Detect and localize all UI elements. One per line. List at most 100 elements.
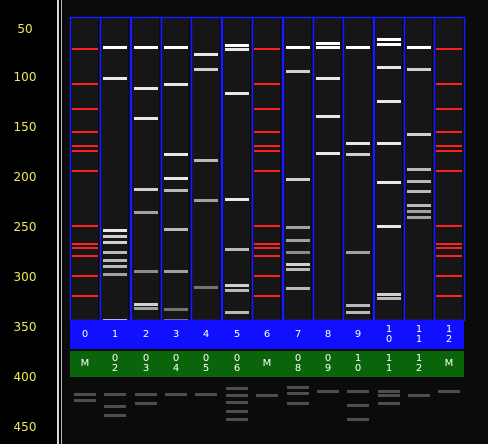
lane-smear <box>224 17 250 320</box>
marker-band <box>254 150 280 152</box>
marker-band <box>436 108 462 110</box>
marker-band <box>254 255 280 257</box>
lane-number-label: 6 <box>263 328 271 340</box>
dna-band <box>194 68 218 71</box>
marker-band <box>72 275 98 277</box>
dna-band <box>377 293 401 296</box>
marker-band <box>436 225 462 227</box>
faint-band <box>226 394 248 397</box>
faint-band <box>256 394 278 397</box>
faint-band <box>135 402 157 405</box>
ruler-line <box>57 0 59 444</box>
dna-band <box>103 235 127 238</box>
lane-sample-label: 0 9 <box>324 353 332 374</box>
lane-number-label: 1 1 <box>415 323 423 345</box>
lane-sample-label: 0 5 <box>202 353 210 374</box>
lane-smear <box>193 17 219 320</box>
marker-band <box>72 131 98 133</box>
dna-band <box>225 311 249 314</box>
marker-band <box>436 295 462 297</box>
dna-band <box>346 142 370 145</box>
dna-band <box>377 43 401 46</box>
dna-band <box>346 304 370 307</box>
lane-sample-label: 1 1 <box>385 353 393 374</box>
dna-band <box>134 87 158 90</box>
marker-band <box>254 108 280 110</box>
dna-band <box>286 263 310 266</box>
dna-band <box>346 251 370 254</box>
marker-band <box>72 150 98 152</box>
dna-band <box>316 115 340 118</box>
lane-smear <box>285 17 311 320</box>
faint-band <box>287 402 309 405</box>
marker-band <box>72 295 98 297</box>
dna-band <box>286 287 310 290</box>
sample-label-bar <box>70 351 464 377</box>
ruler-tick-label: 300 <box>13 270 37 284</box>
dna-band <box>286 251 310 254</box>
marker-band <box>254 247 280 249</box>
lane-sample-label: 0 2 <box>111 353 119 374</box>
dna-band <box>103 259 127 262</box>
dna-band <box>407 190 431 193</box>
marker-band <box>254 275 280 277</box>
faint-band <box>226 410 248 413</box>
dna-band <box>286 239 310 242</box>
dna-band <box>164 270 188 273</box>
ruler-tick-label: 400 <box>13 370 37 384</box>
dna-band <box>286 46 310 49</box>
lane-smear <box>133 17 159 320</box>
faint-band <box>347 418 369 421</box>
lane-sample-label: 1 2 <box>415 353 423 374</box>
dna-band <box>316 152 340 155</box>
dna-band <box>194 199 218 202</box>
dna-band <box>164 83 188 86</box>
dna-band <box>134 307 158 310</box>
dna-band <box>164 153 188 156</box>
dna-band <box>407 68 431 71</box>
marker-band <box>254 131 280 133</box>
dna-band <box>225 92 249 95</box>
faint-band <box>347 404 369 407</box>
lane-number-label: 1 0 <box>385 323 393 345</box>
dna-band <box>377 297 401 300</box>
lane-smear <box>163 17 189 320</box>
dna-band <box>225 284 249 287</box>
faint-band <box>438 390 460 393</box>
faint-band <box>226 418 248 421</box>
faint-band <box>135 393 157 396</box>
lane-number-label: 3 <box>172 328 180 340</box>
lane-number-bar <box>70 320 464 349</box>
dna-band <box>164 308 188 311</box>
dna-band <box>225 44 249 47</box>
lane-smear <box>345 17 371 320</box>
dna-band <box>194 286 218 289</box>
marker-band <box>254 243 280 245</box>
marker-band <box>72 145 98 147</box>
lane-smear <box>436 17 462 320</box>
lane-number-label: 5 <box>233 328 241 340</box>
marker-band <box>436 247 462 249</box>
dna-band <box>346 153 370 156</box>
faint-band <box>347 390 369 393</box>
dna-band <box>194 159 218 162</box>
marker-band <box>436 131 462 133</box>
lane-smear <box>315 17 341 320</box>
ruler-tick-label: 350 <box>13 320 37 334</box>
faint-band <box>408 394 430 397</box>
dna-band <box>103 77 127 80</box>
lane-number-label: 4 <box>202 328 210 340</box>
lane-number-label: 0 <box>81 328 89 340</box>
faint-band <box>287 392 309 395</box>
lane-smear <box>376 17 402 320</box>
marker-band <box>254 145 280 147</box>
dna-band <box>225 289 249 292</box>
dna-band <box>103 46 127 49</box>
faint-band <box>378 390 400 393</box>
faint-band <box>226 401 248 404</box>
dna-band <box>164 189 188 192</box>
faint-band <box>104 393 126 396</box>
lane-number-label: 9 <box>354 328 362 340</box>
lane-sample-label: M <box>444 358 454 369</box>
